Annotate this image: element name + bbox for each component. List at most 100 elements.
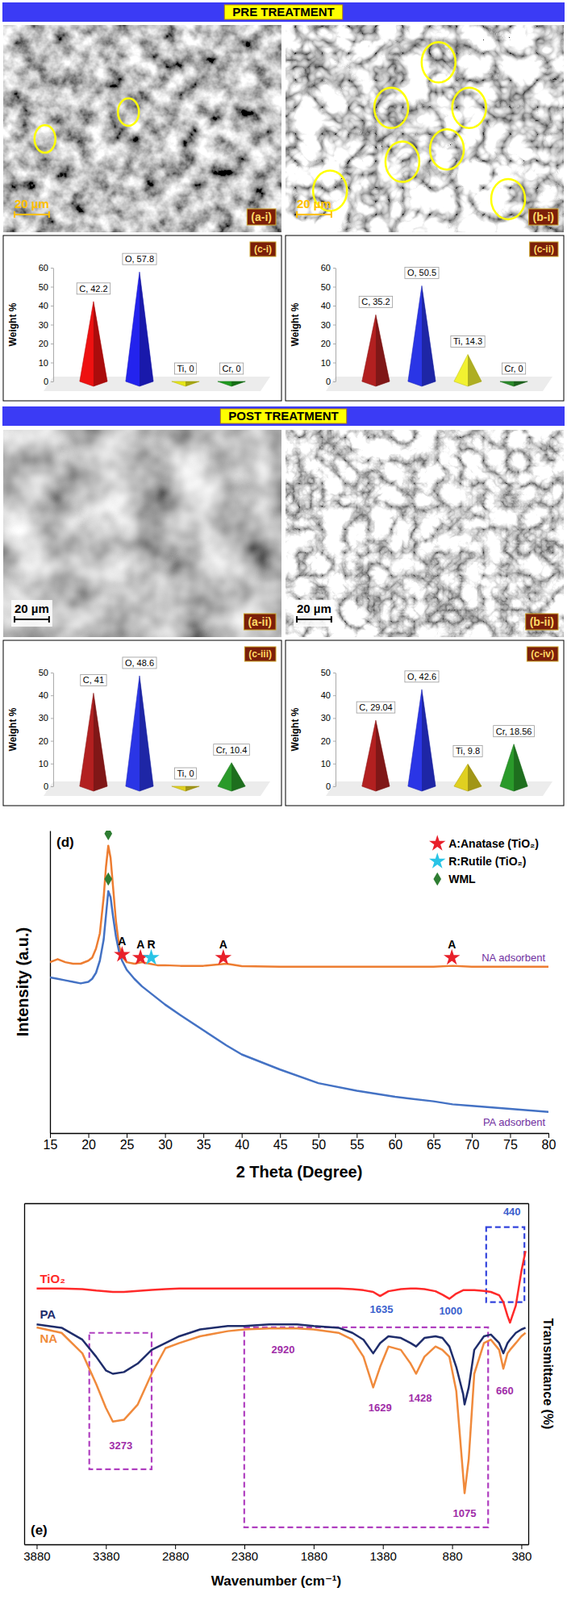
tick-mark — [50, 287, 54, 288]
tick-label: 15 — [43, 1138, 59, 1152]
tick-label: 380 — [511, 1549, 532, 1564]
cone — [171, 786, 200, 792]
tick-label: 3380 — [92, 1549, 120, 1564]
tick: 50 — [311, 1133, 326, 1152]
highlight-circle — [34, 125, 56, 153]
data-label-text: O, 48.6 — [125, 658, 155, 668]
tick: 3880 — [23, 1544, 51, 1564]
panel-border — [285, 640, 564, 806]
tick-label: 0 — [43, 781, 49, 792]
panel-title: (c-iii) — [244, 646, 276, 662]
panel-label-box — [525, 613, 559, 630]
data-label-text: C, 29.04 — [358, 702, 393, 713]
banner: POST TREATMENT — [2, 406, 565, 426]
peak-marker — [113, 946, 130, 962]
tick-label: 80 — [541, 1138, 557, 1152]
tick: 30 — [321, 712, 336, 723]
tick-mark — [333, 741, 336, 743]
tick-mark — [509, 1133, 511, 1139]
tick: 880 — [442, 1544, 463, 1564]
data-label: Cr, 0 — [219, 362, 243, 375]
tick-label: 2880 — [162, 1549, 189, 1564]
tick-mark — [50, 343, 54, 345]
data-label-text: Cr, 18.56 — [496, 726, 533, 737]
tick: 65 — [426, 1133, 442, 1152]
scale-bar-bg — [293, 600, 335, 627]
peak-marker — [104, 830, 113, 841]
tick-label: 50 — [321, 667, 331, 678]
plot-area — [79, 675, 246, 792]
tick: 60 — [38, 262, 54, 273]
scale-bar-end — [13, 211, 16, 218]
data-label-text: Cr, 0 — [221, 363, 241, 374]
tick: 50 — [321, 282, 336, 292]
peak-marker — [142, 949, 159, 965]
panel-label: (c-ii) — [533, 243, 555, 255]
data-label-box — [453, 745, 483, 757]
tick: 35 — [196, 1133, 212, 1152]
axis-title: Intensity (a.u.) — [13, 927, 32, 1038]
tick-mark — [50, 1133, 51, 1139]
cone — [408, 689, 436, 792]
tick-mark — [333, 267, 336, 269]
legend: A:Anatase (TiO₂)R:Rutile (TiO₂)WML — [429, 834, 539, 886]
tick-label: 30 — [38, 712, 49, 723]
data-label-text: Cr, 0 — [504, 363, 523, 374]
highlight-circle — [491, 179, 526, 220]
data-label-box — [122, 657, 157, 669]
tick-label: 10 — [321, 358, 331, 368]
tick-mark — [333, 325, 336, 326]
plot-area — [79, 271, 246, 387]
peak-annotation: 1075 — [453, 1507, 477, 1520]
data-label-text: Ti, 14.3 — [453, 336, 483, 347]
data-label-text: O, 42.6 — [407, 671, 437, 682]
y-axis: 0102030405060 — [38, 262, 55, 387]
tick: 60 — [321, 262, 336, 273]
cone — [454, 763, 482, 792]
y-axis: 01020304050 — [321, 667, 337, 792]
tick-label: 30 — [158, 1138, 173, 1152]
tick: 20 — [321, 736, 336, 747]
legend-label: A:Anatase (TiO₂) — [448, 837, 539, 851]
data-label: C, 29.04 — [356, 701, 396, 713]
series-line — [36, 1324, 526, 1405]
tick-label: 880 — [442, 1549, 463, 1564]
scale-bar-end — [330, 211, 333, 218]
tick-mark — [50, 672, 54, 674]
panel-title: (d) — [56, 834, 75, 851]
series-label: PA — [39, 1307, 56, 1322]
tick-label: 20 — [38, 736, 49, 747]
banner-bar — [2, 2, 565, 22]
tick-label: 70 — [465, 1138, 480, 1152]
legend-marker — [429, 834, 446, 851]
data-label: O, 57.8 — [122, 253, 157, 265]
tick: 40 — [38, 690, 54, 701]
tick-mark — [50, 267, 54, 269]
scale-bar — [14, 618, 50, 621]
tick: 2380 — [231, 1544, 259, 1564]
cone-shade — [467, 763, 482, 792]
data-label: Cr, 18.56 — [493, 725, 535, 738]
legend-label: WML — [448, 872, 476, 886]
legend-marker — [433, 872, 442, 887]
peak-label: A — [219, 938, 228, 951]
cone-shade — [513, 381, 528, 387]
tick-label: 40 — [321, 300, 331, 311]
tick: 2880 — [162, 1544, 189, 1564]
cone — [171, 381, 200, 387]
scale-bar-end — [330, 616, 333, 623]
tick: 20 — [38, 736, 54, 747]
panel-title: (e) — [30, 1522, 48, 1539]
panel-label: (c-iv) — [530, 648, 555, 660]
cone-shade — [139, 675, 154, 792]
scale-bar-end — [48, 211, 51, 218]
panel-label-box — [250, 241, 276, 257]
highlight-box — [244, 1327, 488, 1528]
y-axis: 01020304050 — [38, 667, 55, 792]
line-chart: 1520253035404550556065707580NA adsorbent… — [13, 826, 557, 1181]
axis-line — [335, 268, 337, 383]
tick-mark — [165, 1133, 167, 1139]
tick-mark — [126, 1133, 128, 1139]
tick-label: 25 — [120, 1138, 135, 1152]
tick-label: 40 — [321, 690, 331, 701]
